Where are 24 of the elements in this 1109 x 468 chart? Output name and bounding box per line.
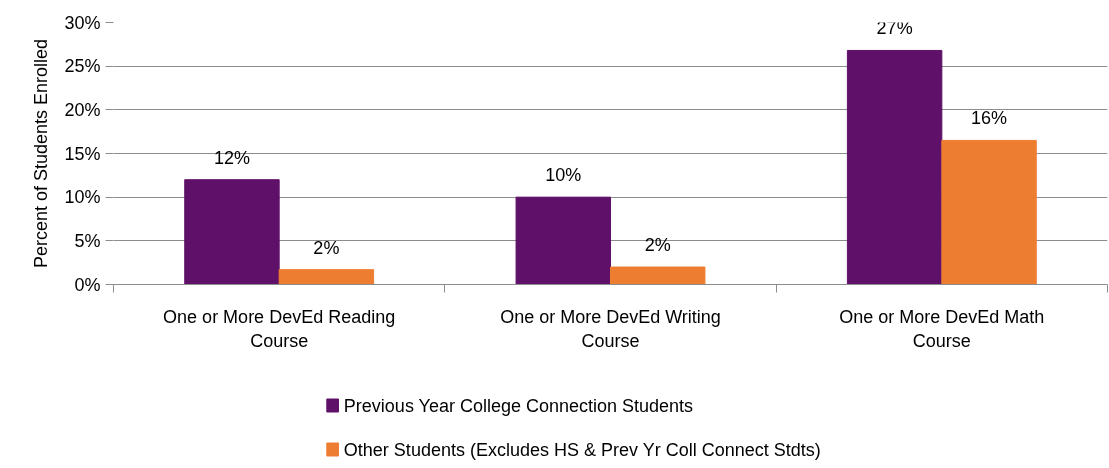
data-label: 12%	[213, 147, 250, 168]
y-tick-label: 15%	[64, 143, 101, 164]
y-tick-label: 25%	[64, 56, 101, 77]
legend-label: Other Students (Excludes HS & Prev Yr Coll Connect Stdts)	[343, 439, 821, 460]
data-label: 16%	[971, 108, 1008, 129]
y-tick-label: 20%	[64, 99, 101, 120]
data-label: 10%	[545, 165, 582, 186]
bar	[278, 269, 375, 285]
y-tick-label: 0%	[74, 274, 101, 295]
bar	[610, 266, 706, 285]
y-tick-label: 10%	[64, 187, 101, 208]
data-label: 2%	[313, 237, 340, 258]
y-tick-label: 5%	[74, 230, 101, 251]
x-tick-label: One or More DevEd Writing Course	[500, 306, 721, 351]
y-tick-label: 30%	[64, 12, 101, 33]
legend-label: Previous Year College Connection Students	[343, 395, 694, 416]
bar	[941, 139, 1037, 285]
x-tick-label: One or More DevEd Math Course	[839, 306, 1045, 351]
bar	[846, 49, 943, 285]
y-axis-title: Percent of Students Enrolled	[31, 38, 52, 269]
bar	[184, 179, 280, 285]
bar	[515, 196, 611, 285]
data-label: 2%	[644, 235, 671, 256]
x-tick-label: One or More DevEd Reading Course	[163, 306, 396, 351]
